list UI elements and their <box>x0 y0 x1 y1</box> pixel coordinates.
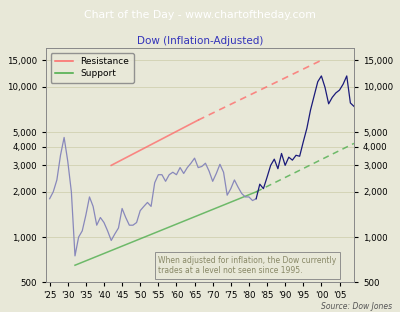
Text: When adjusted for inflation, the Dow currently
trades at a level not seen since : When adjusted for inflation, the Dow cur… <box>158 256 336 275</box>
Legend: Resistance, Support: Resistance, Support <box>50 53 134 83</box>
Text: Dow (Inflation-Adjusted): Dow (Inflation-Adjusted) <box>137 36 263 46</box>
Text: Source: Dow Jones: Source: Dow Jones <box>321 302 392 311</box>
Text: Chart of the Day - www.chartoftheday.com: Chart of the Day - www.chartoftheday.com <box>84 10 316 20</box>
